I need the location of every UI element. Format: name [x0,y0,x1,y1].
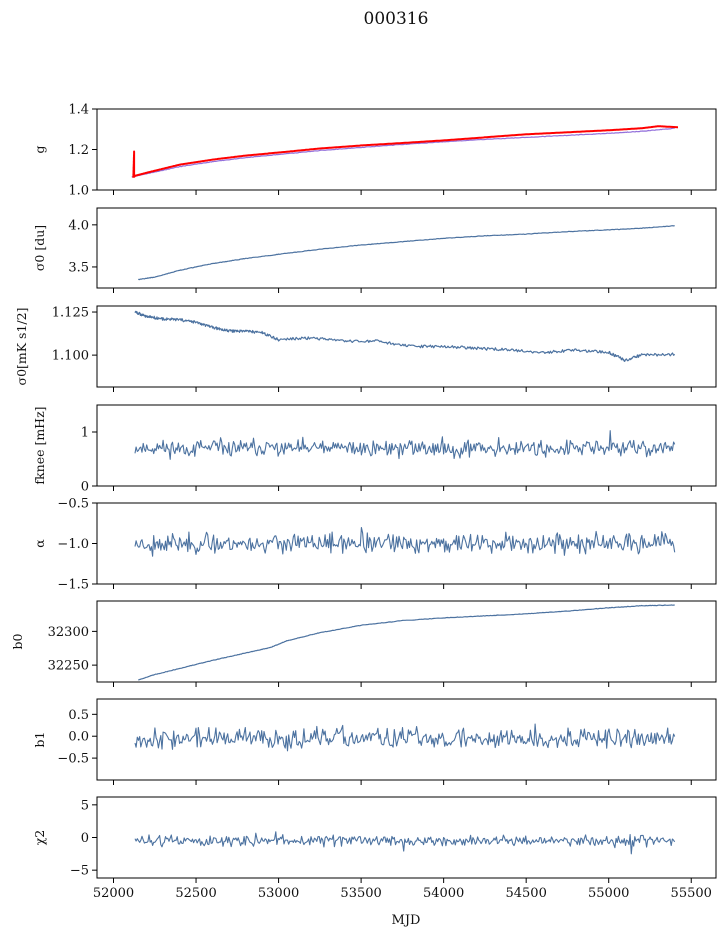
y-axis-label: χ2 [32,830,47,846]
axes-frame [96,404,717,487]
y-tick-label: −1.5 [57,578,89,593]
panel-8: −5 0 5 52000 52500 53000 53500 54000 54500 55000 5… [32,796,717,901]
axes-frame [96,207,717,289]
y-axis-label: α [32,539,47,548]
y-tick-label: 32250 [48,659,89,674]
figure-title: 000316 [364,9,429,29]
series-line [134,831,676,855]
x-tick-label: 55000 [588,886,629,901]
panel-7: −0.5 0.0 0.5 b1 [32,698,717,785]
y-tick-label: 1.100 [52,349,89,364]
y-tick-label: 0 [81,831,89,846]
x-tick-label: 53500 [340,886,381,901]
axes-frame [96,108,717,191]
y-axis-label: b0 [10,633,25,649]
x-tick-label: 55500 [671,886,712,901]
y-axis-label: fknee [mHz] [32,406,47,484]
panel-6: 32250 32300 b0 [10,600,717,687]
y-tick-label: 1 [81,426,89,441]
panel-2: 3.5 4.0 σ0 [du] [32,207,717,293]
y-tick-label: −5 [70,864,89,879]
series-line [137,225,675,281]
axes-frame [96,698,717,781]
y-tick-label: 0.0 [68,730,89,745]
x-tick-label: 52000 [93,886,134,901]
axes-frame [96,305,717,388]
y-tick-label: 3.5 [68,260,89,275]
y-tick-label: −0.5 [57,752,89,767]
y-tick-label: 1.4 [68,103,89,118]
series-line [134,310,676,362]
y-tick-label: 1.2 [68,143,89,158]
x-tick-label: 54000 [423,886,464,901]
y-tick-label: 0.5 [68,708,89,723]
x-tick-label: 54500 [505,886,546,901]
x-tick-label: 52500 [175,886,216,901]
y-tick-label: 4.0 [68,218,89,233]
y-tick-label: −1.0 [57,537,89,552]
axes-frame [96,796,717,879]
y-axis-label: b1 [32,732,47,748]
series-line [134,723,676,752]
y-axis-label: σ0[mK s1/2] [14,308,29,386]
y-tick-label: 5 [81,798,89,813]
panel-1: 1.0 1.2 1.4 g [32,103,717,199]
panel-5: −1.5 −1.0 −0.5 α [32,497,717,593]
y-tick-label: 1.0 [68,184,89,199]
y-axis-label: g [32,145,47,153]
series-line [131,127,675,178]
series-line [132,125,679,178]
panel-3: 1.100 1.125 σ0[mK s1/2] [14,305,717,392]
axes-frame [96,600,717,683]
y-tick-label: 0 [81,480,89,495]
x-tick-label: 53000 [258,886,299,901]
x-axis-label: MJD [392,913,421,928]
y-axis-label: σ0 [du] [32,225,47,271]
y-tick-label: −0.5 [57,497,89,512]
y-tick-label: 32300 [48,625,89,640]
series-line [137,604,675,681]
panels: 1.0 1.2 1.4 g 3.5 4.0 σ0 [du] 1.100 1.125 σ0[mK s… [10,103,717,901]
y-tick-label: 1.125 [52,306,89,321]
panel-4: 0 1 fknee [mHz] [32,404,717,495]
series-line [134,430,676,460]
series-line [134,526,676,557]
